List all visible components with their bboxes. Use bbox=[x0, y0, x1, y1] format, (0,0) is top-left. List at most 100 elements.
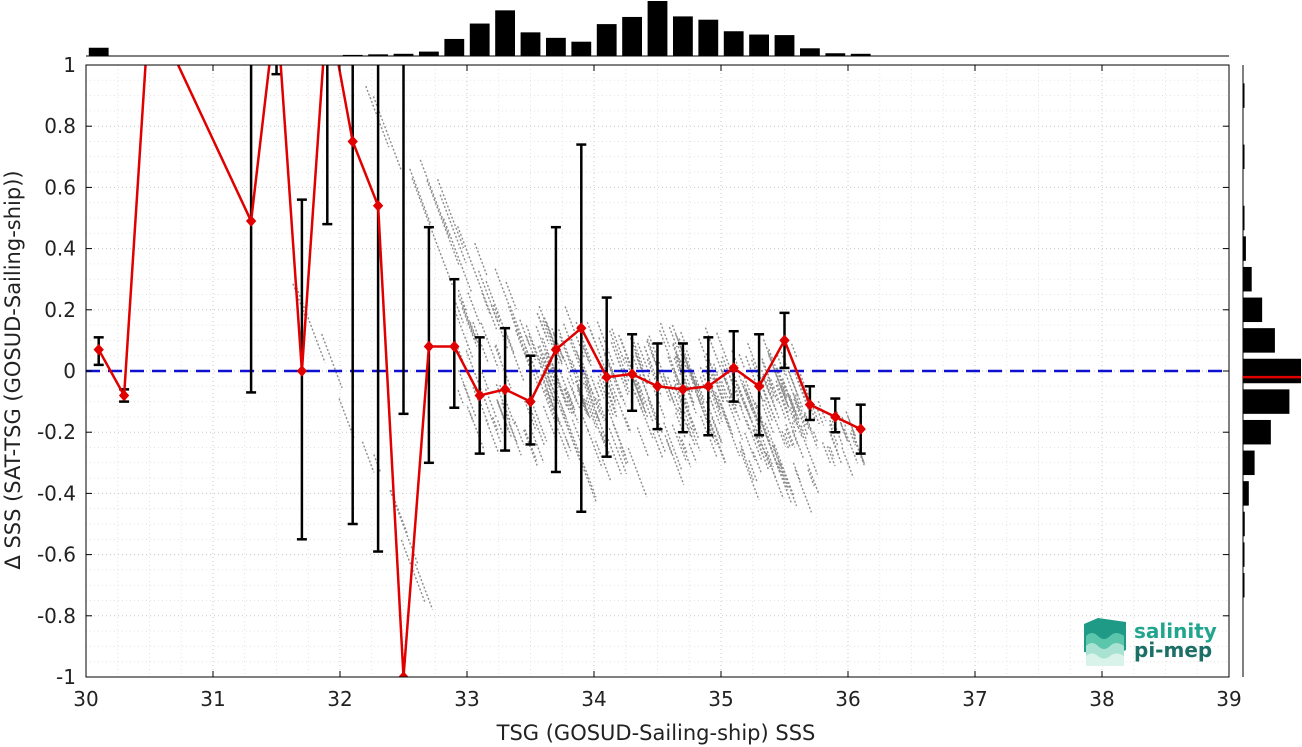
scatter-point bbox=[678, 386, 696, 430]
scatter-point bbox=[574, 380, 591, 419]
scatter-point bbox=[465, 350, 486, 401]
x-tick-label: 32 bbox=[327, 687, 352, 711]
scatter-point bbox=[817, 400, 827, 422]
top-histogram-bar bbox=[723, 31, 744, 56]
scatter-point bbox=[803, 415, 810, 430]
scatter-point bbox=[559, 402, 597, 498]
scatter-point bbox=[768, 379, 774, 390]
scatter-point bbox=[688, 443, 698, 463]
x-tick-label: 35 bbox=[708, 687, 733, 711]
scatter-point bbox=[663, 422, 683, 472]
y-tick-label: -1 bbox=[56, 665, 76, 689]
scatter-point bbox=[646, 338, 656, 359]
scatter-point bbox=[543, 317, 563, 366]
right-histogram-bar bbox=[1243, 481, 1249, 506]
right-histogram-bar bbox=[1243, 205, 1245, 231]
scatter-point bbox=[788, 371, 804, 410]
scatter-point bbox=[740, 448, 755, 482]
scatter-point bbox=[409, 168, 432, 224]
mean-marker bbox=[830, 411, 841, 423]
scatter-point bbox=[739, 441, 746, 457]
mean-marker bbox=[753, 380, 765, 393]
mean-marker bbox=[855, 423, 866, 435]
top-histogram-bar bbox=[469, 23, 490, 56]
scatter-point bbox=[634, 392, 644, 413]
scatter-point bbox=[589, 329, 607, 370]
mean-marker bbox=[677, 383, 689, 396]
scatter-point bbox=[841, 447, 855, 478]
scatter-point bbox=[745, 389, 762, 430]
scatter-point bbox=[361, 441, 375, 473]
scatter-point bbox=[646, 340, 659, 371]
scatter-point bbox=[580, 369, 596, 407]
scatter-point bbox=[562, 355, 575, 386]
top-histogram-bar bbox=[393, 53, 414, 56]
scatter-point bbox=[742, 385, 760, 429]
mean-marker bbox=[449, 340, 460, 353]
right-histogram-bar bbox=[1243, 358, 1301, 384]
scatter-point bbox=[784, 433, 792, 449]
scatter-point bbox=[541, 337, 562, 386]
scatter-point bbox=[768, 348, 788, 398]
y-tick-label: -0.2 bbox=[37, 420, 76, 444]
scatter-point bbox=[730, 368, 748, 411]
scatter-point bbox=[537, 346, 550, 377]
scatter-point bbox=[678, 366, 695, 405]
mean-marker bbox=[703, 380, 714, 393]
error-bar bbox=[347, 65, 358, 526]
scatter-point bbox=[461, 307, 478, 347]
scatter-point bbox=[620, 377, 629, 395]
scatter-point bbox=[563, 388, 575, 414]
x-axis-ticks: 30 31 32 33 34 35 36 37 38 39 bbox=[73, 65, 1242, 711]
scatter-point bbox=[744, 432, 756, 461]
y-tick-label: 1 bbox=[63, 53, 76, 77]
scatter-point bbox=[738, 389, 752, 421]
top-histogram-bar bbox=[571, 41, 592, 56]
scatter-point bbox=[585, 383, 601, 423]
scatter-point bbox=[693, 372, 705, 400]
scatter-point bbox=[782, 381, 795, 411]
mean-marker bbox=[245, 215, 257, 227]
scatter-point bbox=[467, 292, 481, 325]
scatter-point bbox=[439, 194, 467, 264]
scatter-point bbox=[853, 437, 865, 466]
scatter-point bbox=[745, 420, 763, 461]
scatter-point bbox=[781, 470, 790, 489]
scatter-point bbox=[829, 419, 834, 429]
scatter-point bbox=[707, 383, 724, 423]
logo-text-salinity: salinity bbox=[1134, 619, 1217, 643]
scatter-point bbox=[443, 218, 472, 293]
scatter-point bbox=[597, 399, 609, 425]
scatter-point bbox=[738, 353, 746, 369]
right-histogram-bar bbox=[1243, 511, 1245, 537]
x-tick-label: 34 bbox=[581, 687, 606, 711]
mean-line bbox=[97, 65, 862, 677]
scatter-point bbox=[637, 342, 651, 375]
scatter-point bbox=[637, 381, 644, 394]
right-histogram-bar bbox=[1243, 236, 1246, 261]
scatter-point bbox=[752, 429, 769, 470]
scatter-point bbox=[624, 356, 642, 400]
scatter-point bbox=[581, 362, 590, 380]
scatter-point bbox=[775, 462, 793, 504]
top-histogram-bar bbox=[368, 54, 389, 56]
y-tick-label: -0.4 bbox=[37, 481, 76, 505]
scatter-point bbox=[514, 421, 525, 445]
scatter-point bbox=[781, 430, 790, 450]
x-tick-label: 39 bbox=[1216, 687, 1241, 711]
x-tick-label: 33 bbox=[454, 687, 479, 711]
right-histogram-bar bbox=[1243, 83, 1245, 108]
scatter-point bbox=[684, 406, 696, 431]
scatter-point bbox=[773, 444, 795, 497]
scatter-point bbox=[790, 343, 798, 359]
scatter-point bbox=[594, 440, 612, 482]
scatter-point bbox=[492, 304, 501, 323]
scatter-point bbox=[546, 322, 563, 364]
scatter-point bbox=[858, 450, 866, 466]
scatter-point bbox=[672, 342, 681, 362]
top-histogram-bar bbox=[418, 51, 439, 56]
scatter-point bbox=[594, 397, 605, 422]
scatter-point bbox=[426, 180, 460, 266]
scatter-point bbox=[675, 356, 695, 405]
